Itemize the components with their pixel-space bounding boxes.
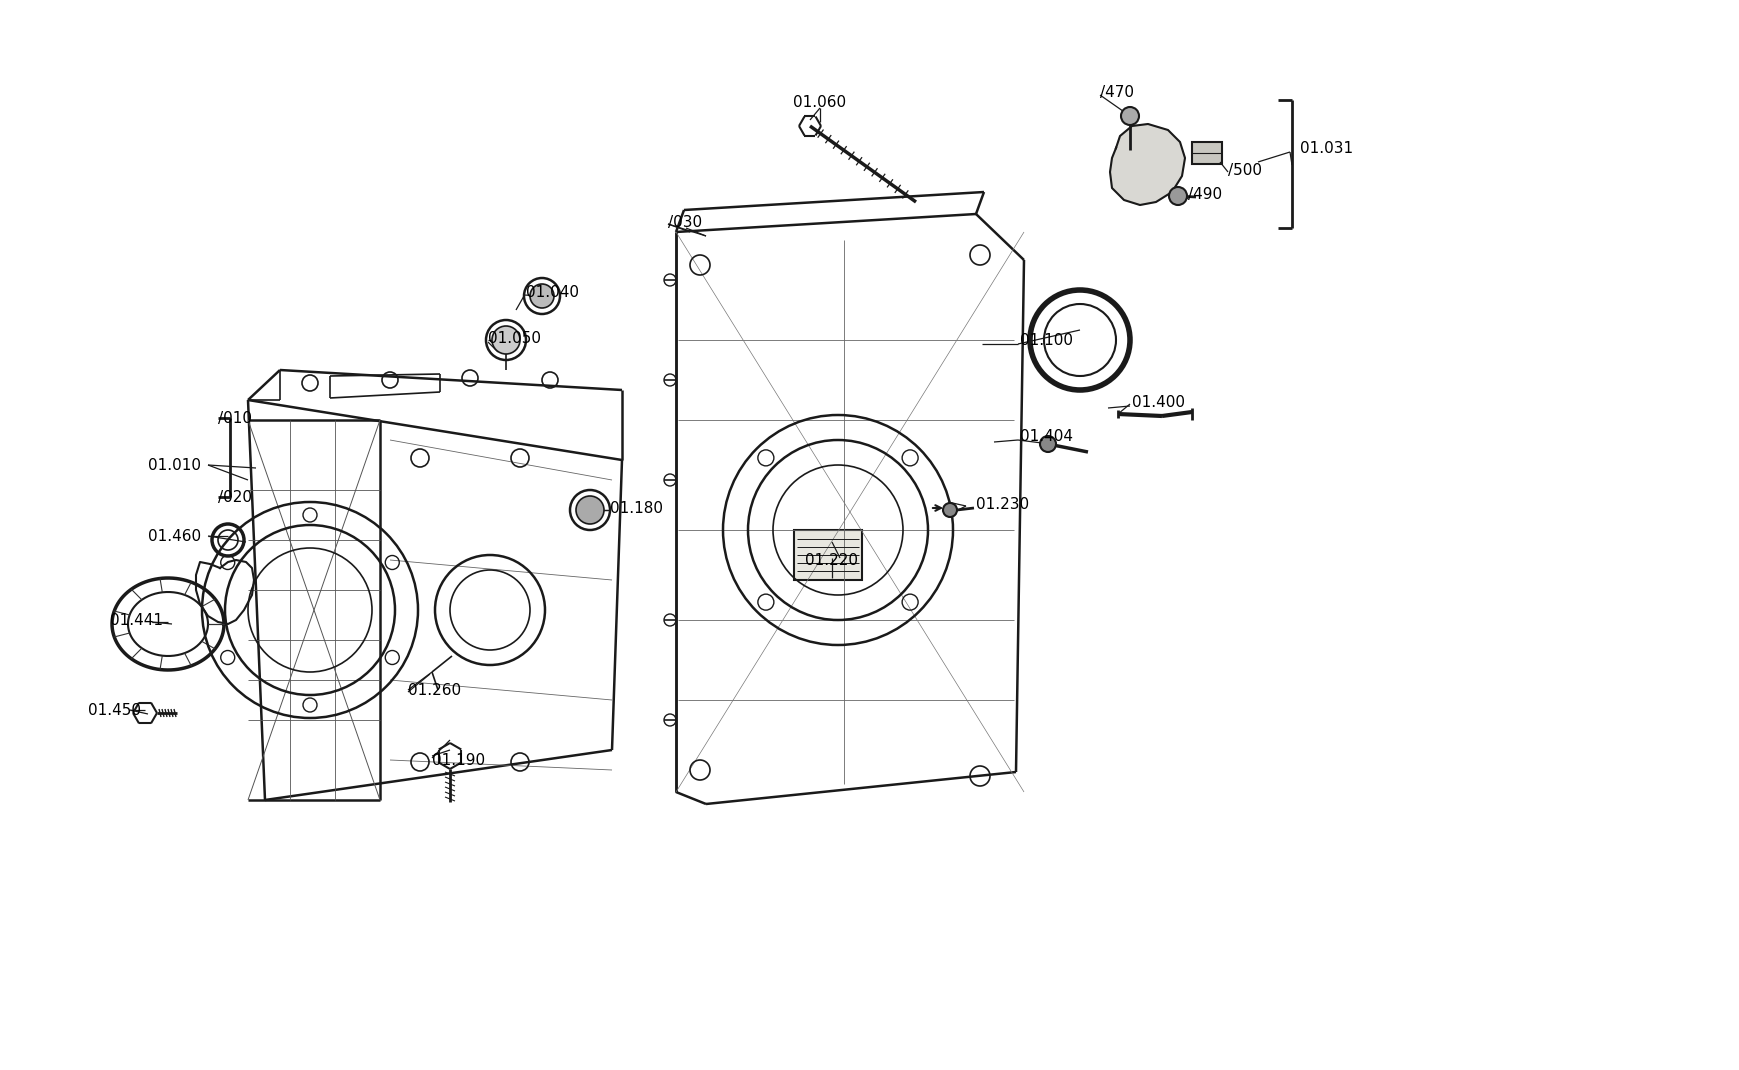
Text: 01.400: 01.400 [1132,395,1184,410]
Text: /020: /020 [217,489,252,504]
Text: 01.031: 01.031 [1299,140,1353,155]
Text: 01.460: 01.460 [148,529,202,544]
Bar [1191,142,1221,164]
FancyBboxPatch shape [793,530,861,580]
Text: 01.190: 01.190 [431,752,485,767]
Text: 01.100: 01.100 [1019,333,1073,348]
Circle shape [530,284,553,308]
Text: 01.404: 01.404 [1019,428,1073,443]
Text: /030: /030 [668,214,703,229]
Text: /010: /010 [217,411,252,426]
Circle shape [943,503,956,517]
Text: 01.060: 01.060 [793,94,847,109]
Text: 01.180: 01.180 [610,501,663,516]
Text: /470: /470 [1099,85,1134,100]
Circle shape [492,326,520,354]
Circle shape [1040,435,1056,452]
Circle shape [1169,187,1186,205]
Text: 01.040: 01.040 [525,285,579,300]
Text: /500: /500 [1228,163,1261,178]
Text: /490: /490 [1188,186,1221,201]
Text: 01.230: 01.230 [976,496,1028,511]
Text: 01.450: 01.450 [89,703,141,718]
Circle shape [1120,107,1139,125]
Polygon shape [1109,124,1184,205]
Text: 01.010: 01.010 [148,458,202,473]
Text: 01.260: 01.260 [407,683,461,698]
Text: 01.441: 01.441 [110,612,163,627]
Text: 01.050: 01.050 [487,331,541,346]
Circle shape [576,496,603,524]
Text: 01.220: 01.220 [805,552,857,567]
